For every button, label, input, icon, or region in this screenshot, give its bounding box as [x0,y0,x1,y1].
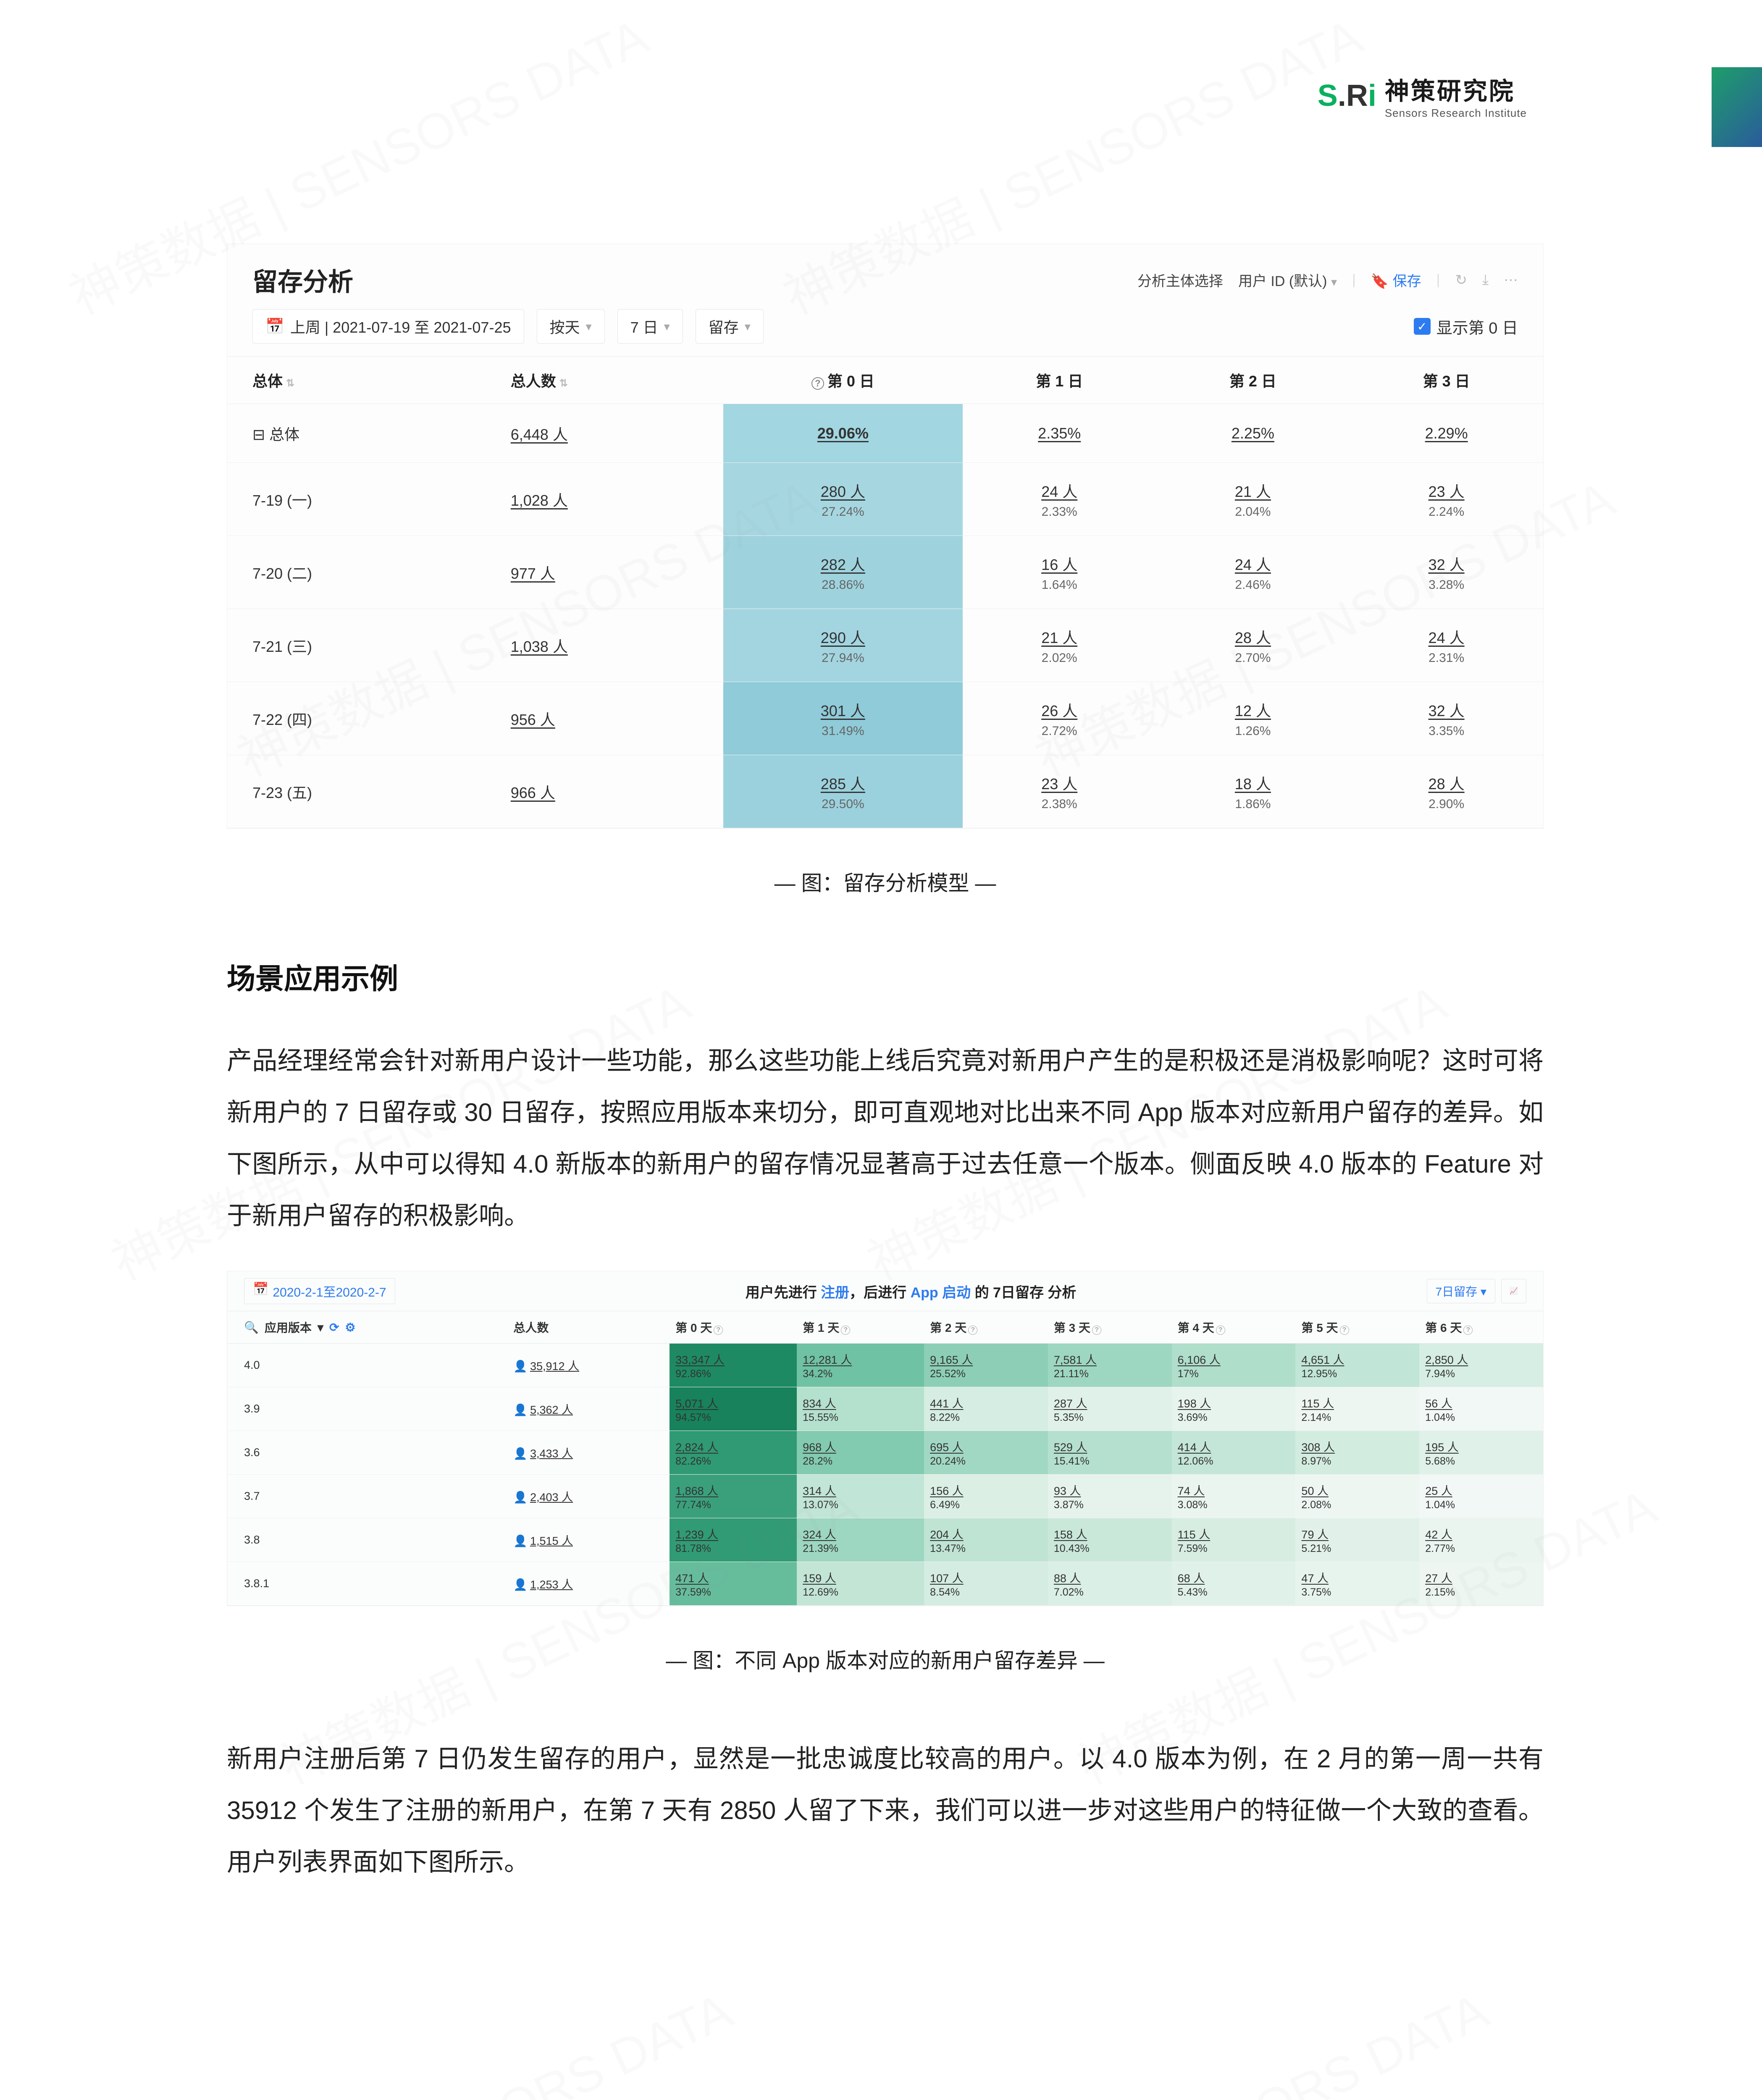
table-row: 3.8.1 👤1,253 人 471 人37.59%159 人12.69%107… [227,1562,1543,1606]
retention-table: 总体⇅ 总人数⇅ ?第 0 日 第 1 日 第 2 日 第 3 日 ⊟ 总体6,… [227,356,1543,828]
show-day0-checkbox[interactable]: ✓显示第 0 日 [1414,315,1518,338]
version-table: 🔍 应用版本 ▾ ⟳ ⚙ 总人数 第 0 天? 第 1 天? 第 2 天? 第 … [227,1311,1543,1606]
col-total[interactable]: 总人数⇅ [501,357,723,404]
calendar-icon: 📅 [265,318,284,335]
table-row: 7-22 (四)956 人 301 人31.49% 26 人2.72% 12 人… [227,682,1543,755]
retention-panel: 留存分析 分析主体选择 用户 ID (默认) ▾ | 🔖 保存 | ↻ ⤓ ⋯ … [227,244,1544,829]
paragraph-1: 产品经理经常会针对新用户设计一些功能，那么这些功能上线后究竟对新用户产生的是积极… [227,1035,1544,1242]
panel2-title: 用户先进行 注册，后进行 App 启动 的 7日留存 分析 [746,1281,1077,1302]
figure-caption-1: — 图：留存分析模型 — [227,866,1544,897]
col2-d3: 第 3 天? [1048,1311,1172,1344]
subject-label: 分析主体选择 [1137,270,1223,290]
figure-caption-2: — 图：不同 App 版本对应的新用户留存差异 — [227,1644,1544,1674]
gear-icon[interactable]: ⚙ [345,1320,355,1334]
table-row: 7-23 (五)966 人 285 人29.50% 23 人2.38% 18 人… [227,755,1543,828]
col2-d0: 第 0 天? [670,1311,797,1344]
table-row: 7-21 (三)1,038 人 290 人27.94% 21 人2.02% 28… [227,609,1543,682]
chart-icon[interactable]: 📈 [1501,1279,1526,1303]
table-row: 3.7 👤2,403 人 1,868 人77.74%314 人13.07%156… [227,1475,1543,1518]
metric-select[interactable]: 留存▾ [696,309,764,344]
date-range-picker[interactable]: 📅上周 | 2021-07-19 至 2021-07-25 [252,309,524,344]
table-row: 4.0 👤35,912 人 33,347 人92.86%12,281 人34.2… [227,1344,1543,1387]
subject-select[interactable]: 用户 ID (默认) ▾ [1238,270,1337,290]
table-row: 7-19 (一)1,028 人 280 人27.24% 24 人2.33% 21… [227,463,1543,536]
refresh-icon[interactable]: ↻ [1455,272,1467,289]
calendar-icon: 📅 [253,1282,268,1300]
table-row: 3.6 👤3,433 人 2,824 人82.26%968 人28.2%695 … [227,1431,1543,1475]
reset-icon[interactable]: ⟳ [329,1320,339,1334]
col-d1: 第 1 日 [963,357,1156,404]
table-row: 3.9 👤5,362 人 5,071 人94.57%834 人15.55%441… [227,1387,1543,1431]
paragraph-2: 新用户注册后第 7 日仍发生留存的用户，显然是一批忠诚度比较高的用户。以 4.0… [227,1733,1544,1888]
brand-header: S.Ri 神策研究院 Sensors Research Institute [1318,71,1527,120]
save-button[interactable]: 🔖 保存 [1371,270,1421,290]
section-heading: 场景应用示例 [227,956,1544,997]
col2-d5: 第 5 天? [1295,1311,1419,1344]
table-row: 7-20 (二)977 人 282 人28.86% 16 人1.64% 24 人… [227,536,1543,609]
col2-d4: 第 4 天? [1172,1311,1296,1344]
more-icon[interactable]: ⋯ [1504,272,1518,289]
version-retention-panel: 📅2020-2-1至2020-2-7 用户先进行 注册，后进行 App 启动 的… [227,1271,1544,1606]
date-range-2[interactable]: 📅2020-2-1至2020-2-7 [244,1278,395,1304]
col2-total: 总人数 [507,1311,670,1344]
col2-d2: 第 2 天? [924,1311,1048,1344]
retention-type-select[interactable]: 7日留存 ▾ [1427,1279,1495,1303]
filter-version[interactable]: 🔍 应用版本 ▾ ⟳ ⚙ [227,1311,507,1344]
granularity-select[interactable]: 按天▾ [537,309,605,344]
col-d0: ?第 0 日 [723,357,963,404]
period-select[interactable]: 7 日▾ [617,309,683,344]
page-accent [1712,67,1762,147]
col-d3: 第 3 日 [1350,357,1543,404]
col2-d1: 第 1 天? [797,1311,924,1344]
table-row: 3.8 👤1,515 人 1,239 人81.78%324 人21.39%204… [227,1518,1543,1562]
panel-title: 留存分析 [252,262,353,298]
download-icon[interactable]: ⤓ [1482,272,1489,288]
table-row-total: ⊟ 总体6,448 人 29.06% 2.35% 2.25% 2.29% [227,404,1543,463]
col2-d6: 第 6 天? [1419,1311,1543,1344]
col-d2: 第 2 日 [1156,357,1350,404]
col-overall[interactable]: 总体⇅ [227,357,501,404]
